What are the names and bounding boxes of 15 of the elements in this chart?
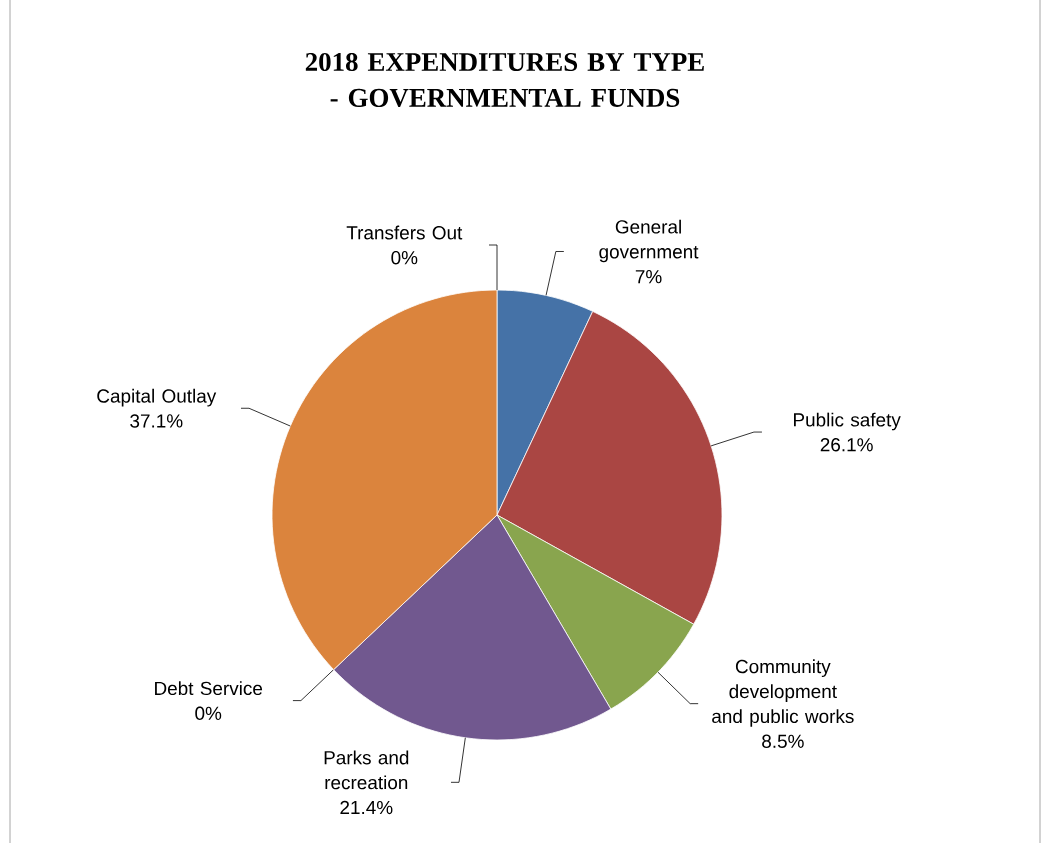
slice-label: Parks and recreation	[324, 750, 409, 790]
slice-label: Capital Outlay	[97, 388, 217, 407]
data-label: 37.1%	[130, 414, 183, 428]
category-label: Transfers Out	[346, 225, 463, 240]
data-label: 8.5%	[762, 734, 804, 748]
data-label: 21.4%	[340, 800, 393, 815]
text: 0%	[391, 250, 418, 265]
text: 0%	[195, 706, 222, 721]
data-label: 7%	[635, 270, 662, 284]
data-label: 26.1%	[820, 438, 873, 452]
slice-label: Public safety	[794, 412, 901, 431]
legend-label: Debt Service	[155, 681, 263, 696]
slice-label: Community development and public works	[712, 659, 854, 727]
slice-label: General government	[599, 219, 699, 263]
chart-title: 2018 EXPENDITURES BY TYPE - GOVERNMENTAL FUNDS	[305, 52, 704, 108]
